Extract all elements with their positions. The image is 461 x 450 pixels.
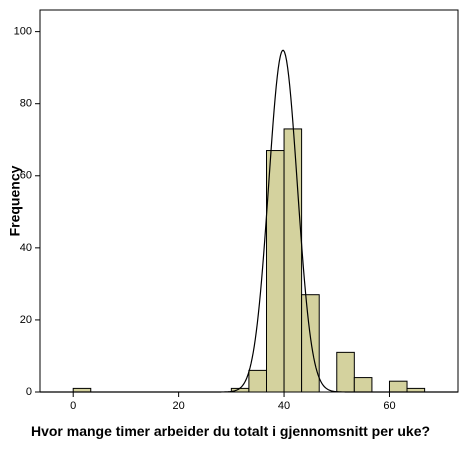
x-tick-label: 20 (173, 400, 185, 412)
y-tick-label: 0 (26, 386, 32, 398)
normal-curve (40, 49, 458, 393)
y-tick-label: 80 (20, 98, 32, 110)
plot-area (39, 9, 459, 393)
x-axis-label: Hvor mange timer arbeider du totalt i gj… (30, 423, 431, 439)
bar (283, 128, 303, 393)
y-tick-label: 40 (20, 242, 32, 254)
x-tick-label: 60 (383, 400, 395, 412)
bar (248, 369, 268, 393)
y-axis-label: Frequency (7, 165, 23, 236)
y-tick-label: 100 (14, 26, 32, 38)
y-tick-label: 60 (20, 170, 32, 182)
x-tick-label: 0 (70, 400, 76, 412)
y-tick-label: 20 (20, 314, 32, 326)
bar (353, 377, 373, 393)
x-tick-label: 40 (278, 400, 290, 412)
bar (301, 294, 320, 393)
chart: Frequency 0 20 40 60 80 100 0 20 40 60 (7, 9, 459, 412)
bar (388, 380, 408, 393)
bar (336, 351, 355, 393)
bar (266, 150, 285, 393)
